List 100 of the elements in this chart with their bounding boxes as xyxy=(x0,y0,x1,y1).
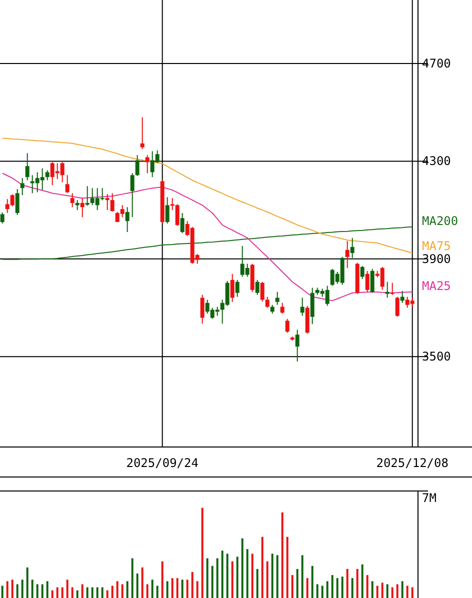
candlestick xyxy=(255,279,260,296)
bar xyxy=(26,567,28,598)
candlestick xyxy=(20,178,24,196)
bar xyxy=(371,581,374,598)
candlestick xyxy=(365,270,370,292)
bar xyxy=(61,587,64,598)
candlestick xyxy=(65,174,70,194)
bar xyxy=(41,584,44,598)
bar xyxy=(16,584,18,598)
candlestick xyxy=(70,192,74,208)
bar xyxy=(136,574,138,598)
candlestick xyxy=(310,287,314,325)
bar xyxy=(361,564,364,598)
candlestick xyxy=(360,266,364,280)
bar xyxy=(106,590,108,598)
bar xyxy=(221,550,224,598)
bar xyxy=(191,572,194,598)
bar xyxy=(96,587,98,598)
bar xyxy=(351,578,354,598)
y-tick-label: 7M xyxy=(422,491,436,505)
bar xyxy=(241,538,244,598)
bar xyxy=(56,587,58,598)
candlestick xyxy=(265,296,270,308)
line-series xyxy=(2,226,413,260)
y-tick-label: 3900 xyxy=(422,252,451,266)
bar xyxy=(341,576,344,598)
candlestick xyxy=(140,116,144,150)
series-label: MA200 xyxy=(422,214,458,228)
candlestick xyxy=(200,294,204,324)
bar xyxy=(31,580,34,598)
bar xyxy=(291,575,294,598)
candlestick xyxy=(165,196,170,224)
bar xyxy=(281,512,284,598)
bar xyxy=(216,558,218,598)
candlestick xyxy=(370,268,374,294)
candlestick xyxy=(280,302,284,314)
bar xyxy=(6,581,8,598)
bar xyxy=(121,584,124,598)
bar xyxy=(86,587,88,598)
bar xyxy=(266,561,268,598)
bar xyxy=(11,580,14,598)
candlestick xyxy=(15,188,20,216)
candlestick xyxy=(80,198,84,218)
y-tick-label: 4700 xyxy=(422,56,451,71)
candlestick xyxy=(45,170,50,181)
bar xyxy=(311,566,314,598)
candlestick xyxy=(135,154,140,176)
bar xyxy=(186,580,188,598)
bar xyxy=(196,581,198,598)
candlestick xyxy=(105,194,110,211)
bar xyxy=(116,581,118,598)
bar xyxy=(126,581,128,598)
x-tick-label: 2025/09/24 xyxy=(126,456,198,470)
bar xyxy=(301,555,304,598)
candlestick xyxy=(235,279,240,298)
bar xyxy=(231,561,234,598)
series-label: MA25 xyxy=(422,278,451,293)
y-tick-label: 4300 xyxy=(422,154,451,168)
bar xyxy=(206,558,208,598)
bar xyxy=(36,584,38,598)
bar xyxy=(111,586,114,598)
bar xyxy=(401,581,404,598)
bar xyxy=(161,561,164,598)
bar xyxy=(21,580,24,598)
bar xyxy=(356,568,358,598)
x-tick-label: 2025/12/08 xyxy=(376,456,448,470)
candlestick xyxy=(75,200,80,211)
bar xyxy=(71,587,74,598)
candlestick xyxy=(285,318,290,334)
bar xyxy=(251,554,254,598)
candlestick xyxy=(275,291,280,306)
candlestick xyxy=(385,281,390,298)
candlestick xyxy=(145,154,150,174)
bar xyxy=(321,586,324,598)
bar xyxy=(306,578,308,598)
line-series xyxy=(2,138,413,254)
bar xyxy=(226,554,228,598)
bar xyxy=(146,584,148,598)
bar xyxy=(396,584,398,598)
candlestick xyxy=(260,281,264,302)
bar xyxy=(166,581,168,598)
bar xyxy=(296,568,298,598)
bar xyxy=(236,556,238,598)
bar xyxy=(176,578,178,598)
bar xyxy=(346,568,348,598)
bar xyxy=(316,584,318,598)
bar xyxy=(76,590,78,598)
bar xyxy=(271,554,274,598)
candlestick xyxy=(0,212,4,224)
bar xyxy=(181,580,184,598)
bar xyxy=(336,578,338,598)
bar xyxy=(406,586,408,598)
bar xyxy=(1,586,4,598)
bar xyxy=(286,536,288,598)
bar xyxy=(91,587,94,598)
bar xyxy=(211,566,214,598)
bar xyxy=(66,580,68,598)
bar xyxy=(156,586,158,598)
bar xyxy=(256,568,258,598)
candlestick xyxy=(390,282,394,296)
